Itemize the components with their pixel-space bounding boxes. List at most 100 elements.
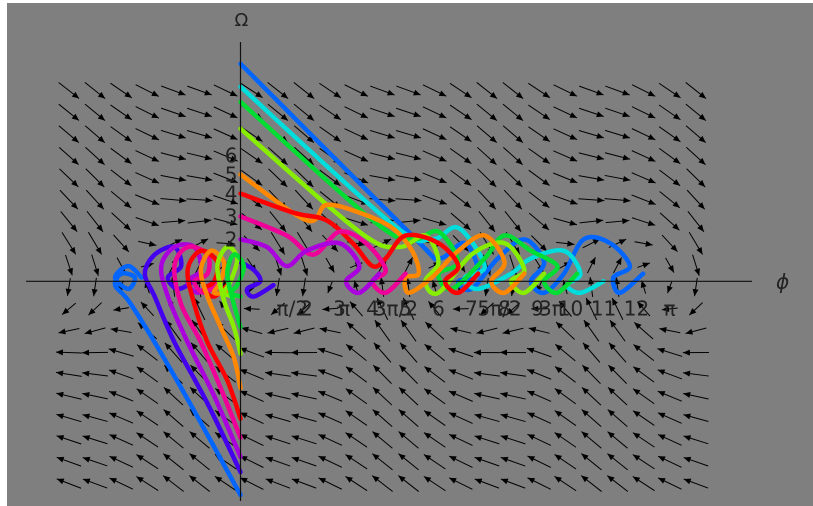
y-tick-label-1: 3 bbox=[225, 204, 238, 228]
field-arrow-400 bbox=[607, 453, 628, 471]
trajectory-12 bbox=[172, 244, 243, 441]
field-arrow-232 bbox=[372, 386, 393, 406]
field-arrow-445 bbox=[661, 305, 678, 312]
field-arrow-311 bbox=[476, 327, 498, 335]
field-arrow-286 bbox=[448, 455, 473, 468]
field-arrow-169 bbox=[267, 103, 289, 121]
field-arrow-18 bbox=[58, 82, 80, 99]
x-tick-label-16: π bbox=[663, 296, 675, 320]
field-arrow-243 bbox=[369, 152, 396, 161]
field-arrow-447 bbox=[665, 257, 675, 273]
field-arrow-391 bbox=[582, 238, 601, 249]
field-arrow-252 bbox=[399, 364, 418, 385]
field-arrow-17 bbox=[58, 103, 80, 121]
field-arrow-412 bbox=[604, 197, 631, 204]
field-arrow-338 bbox=[503, 146, 524, 166]
field-arrow-212 bbox=[345, 410, 368, 426]
field-arrow-285 bbox=[448, 477, 473, 490]
field-arrow-61 bbox=[136, 388, 159, 405]
field-arrow-246 bbox=[370, 85, 395, 96]
field-arrow-200 bbox=[325, 257, 335, 273]
field-arrow-30 bbox=[87, 231, 103, 255]
field-arrow-459 bbox=[683, 413, 709, 422]
field-arrow-360 bbox=[528, 82, 551, 99]
field-arrow-217 bbox=[349, 301, 363, 317]
x-tick-label-9: 8 bbox=[498, 296, 511, 320]
field-arrow-310 bbox=[473, 349, 500, 356]
field-arrow-265 bbox=[396, 85, 421, 96]
field-arrow-261 bbox=[395, 175, 422, 182]
field-arrow-279 bbox=[422, 194, 448, 205]
field-arrow-280 bbox=[422, 172, 447, 184]
field-arrow-260 bbox=[395, 197, 422, 204]
field-arrow-282 bbox=[422, 128, 447, 141]
field-arrow-425 bbox=[633, 322, 654, 340]
field-arrow-151 bbox=[240, 82, 263, 99]
field-arrow-94 bbox=[161, 85, 186, 96]
field-arrow-436 bbox=[631, 84, 656, 97]
x-tick-label-11: 9 bbox=[531, 296, 544, 320]
trajectory-9 bbox=[112, 263, 243, 498]
field-arrow-242 bbox=[369, 174, 396, 182]
field-arrow-361 bbox=[554, 475, 577, 492]
field-arrow-301 bbox=[449, 126, 472, 143]
field-arrow-4 bbox=[56, 391, 82, 400]
field-arrow-329 bbox=[500, 349, 527, 356]
field-arrow-369 bbox=[558, 300, 572, 317]
field-arrow-107 bbox=[187, 217, 212, 224]
field-arrow-443 bbox=[657, 347, 683, 357]
field-arrow-194 bbox=[317, 390, 343, 402]
trajectory-14 bbox=[198, 248, 243, 391]
field-arrow-227 bbox=[344, 84, 369, 97]
field-arrow-262 bbox=[395, 152, 422, 161]
field-arrow-46 bbox=[113, 306, 130, 312]
field-arrow-422 bbox=[632, 388, 655, 405]
field-arrow-446 bbox=[667, 280, 673, 294]
field-arrow-19 bbox=[82, 478, 108, 489]
field-arrow-383 bbox=[581, 409, 602, 428]
field-arrow-368 bbox=[555, 321, 575, 340]
field-arrow-82 bbox=[164, 342, 183, 363]
x-tick-label-2: 3 bbox=[333, 296, 346, 320]
field-arrow-421 bbox=[632, 410, 655, 426]
field-arrow-170 bbox=[267, 82, 289, 99]
field-arrow-93 bbox=[160, 107, 186, 118]
field-arrow-303 bbox=[449, 82, 472, 99]
field-arrow-392 bbox=[579, 218, 604, 224]
field-arrow-462 bbox=[682, 349, 709, 356]
x-tick-label-10: 5π/2 bbox=[477, 296, 521, 320]
field-arrow-381 bbox=[580, 453, 602, 471]
field-arrow-22 bbox=[82, 413, 108, 422]
field-arrow-283 bbox=[422, 106, 447, 119]
field-arrow-292 bbox=[450, 326, 472, 334]
field-arrow-23 bbox=[82, 392, 108, 400]
field-arrow-362 bbox=[554, 454, 577, 470]
field-arrow-152 bbox=[265, 478, 291, 489]
field-arrow-155 bbox=[265, 413, 291, 423]
field-arrow-429 bbox=[634, 240, 653, 247]
field-arrow-350 bbox=[531, 305, 548, 312]
field-arrow-336 bbox=[503, 189, 523, 210]
field-arrow-293 bbox=[452, 305, 469, 312]
field-arrow-288 bbox=[448, 412, 473, 424]
field-arrow-15 bbox=[58, 147, 79, 166]
field-arrow-346 bbox=[527, 390, 552, 402]
field-arrow-357 bbox=[528, 148, 551, 164]
field-arrow-342 bbox=[527, 477, 552, 490]
field-arrow-326 bbox=[500, 413, 526, 423]
field-arrow-210 bbox=[345, 454, 368, 470]
field-arrow-413 bbox=[604, 174, 631, 182]
field-arrow-272 bbox=[424, 343, 446, 362]
field-arrow-51 bbox=[110, 191, 132, 209]
field-arrow-76 bbox=[162, 475, 184, 492]
field-arrow-148 bbox=[240, 148, 263, 164]
field-arrow-431 bbox=[631, 194, 656, 205]
field-arrow-89 bbox=[160, 197, 187, 204]
field-arrow-394 bbox=[578, 175, 605, 182]
field-arrow-398 bbox=[579, 85, 604, 96]
field-arrow-365 bbox=[554, 388, 577, 405]
field-arrow-175 bbox=[291, 392, 317, 400]
field-arrow-269 bbox=[423, 410, 446, 426]
field-arrow-444 bbox=[659, 327, 681, 334]
